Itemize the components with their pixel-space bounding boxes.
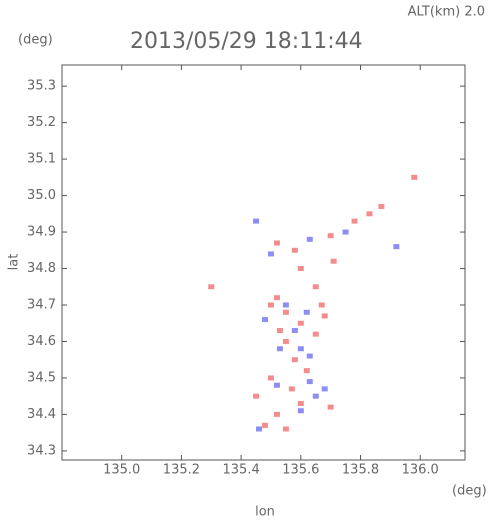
echo-cell: [411, 174, 418, 180]
x-tick-label: 135.6: [282, 463, 319, 478]
y-tick-label: 34.8: [27, 261, 56, 276]
y-tick-label: 35.3: [27, 79, 56, 94]
echo-cell: [306, 236, 313, 242]
echo-cell: [256, 426, 263, 432]
echo-cell: [330, 258, 337, 264]
y-tick-label: 35.2: [27, 115, 56, 130]
echo-cell: [297, 400, 304, 406]
echo-cell: [306, 379, 313, 385]
echo-cell: [297, 266, 304, 272]
echo-cell: [276, 328, 283, 334]
echo-cell: [312, 393, 319, 399]
echo-cell: [282, 426, 289, 432]
echo-cell: [267, 251, 274, 257]
x-tick-label: 136.0: [402, 463, 439, 478]
echo-cell: [312, 284, 319, 290]
x-tick-label: 135.2: [163, 463, 200, 478]
echo-cell: [273, 382, 280, 388]
echo-cell: [303, 309, 310, 315]
y-tick-label: 34.4: [27, 407, 56, 422]
y-tick-label: 34.3: [27, 443, 56, 458]
echo-cell: [306, 353, 313, 359]
echo-cell: [291, 247, 298, 253]
echo-cell: [318, 302, 325, 308]
echo-cell: [273, 411, 280, 417]
echo-cell: [282, 309, 289, 315]
echo-cell: [312, 331, 319, 337]
echo-cell: [321, 313, 328, 319]
echo-cell: [273, 240, 280, 246]
echo-cell: [288, 386, 295, 392]
echo-cell: [282, 302, 289, 308]
echo-cell: [321, 386, 328, 392]
y-unit: (deg): [18, 33, 53, 48]
echo-cell: [327, 233, 334, 239]
y-tick-label: 35.0: [27, 188, 56, 203]
chart-title: 2013/05/29 18:11:44: [130, 29, 363, 54]
y-tick-label: 34.9: [27, 225, 56, 240]
echo-cell: [378, 204, 385, 210]
echo-cell: [267, 302, 274, 308]
echo-cell: [297, 346, 304, 352]
x-unit: (deg): [452, 484, 487, 499]
echo-cell: [261, 317, 268, 323]
echo-cell: [261, 422, 268, 428]
y-axis-label: lat: [7, 254, 22, 271]
altitude: ALT(km) 2.0: [408, 5, 485, 20]
echo-cell: [366, 211, 373, 217]
echo-cell: [282, 338, 289, 344]
x-tick-label: 135.8: [342, 463, 379, 478]
echo-cell: [291, 357, 298, 363]
echo-cell: [297, 320, 304, 326]
echo-cell: [276, 346, 283, 352]
echo-cell: [351, 218, 358, 224]
echo-cell: [291, 328, 298, 334]
y-tick-label: 34.6: [27, 334, 56, 349]
echo-cell: [297, 408, 304, 414]
echo-cell: [253, 218, 260, 224]
x-axis-label: lon: [255, 505, 275, 520]
echo-cell: [267, 375, 274, 381]
echo-cell: [393, 244, 400, 250]
echo-cell: [208, 284, 215, 290]
echo-cell: [253, 393, 260, 399]
echo-cell: [327, 404, 334, 410]
echo-cell: [342, 229, 349, 235]
plot-frame: [61, 64, 466, 461]
y-tick-label: 35.1: [27, 152, 56, 167]
y-tick-label: 34.5: [27, 370, 56, 385]
x-tick-label: 135.0: [103, 463, 140, 478]
x-tick-label: 135.4: [223, 463, 260, 478]
y-tick-label: 34.7: [27, 297, 56, 312]
echo-cell: [303, 368, 310, 374]
echo-cell: [273, 295, 280, 301]
